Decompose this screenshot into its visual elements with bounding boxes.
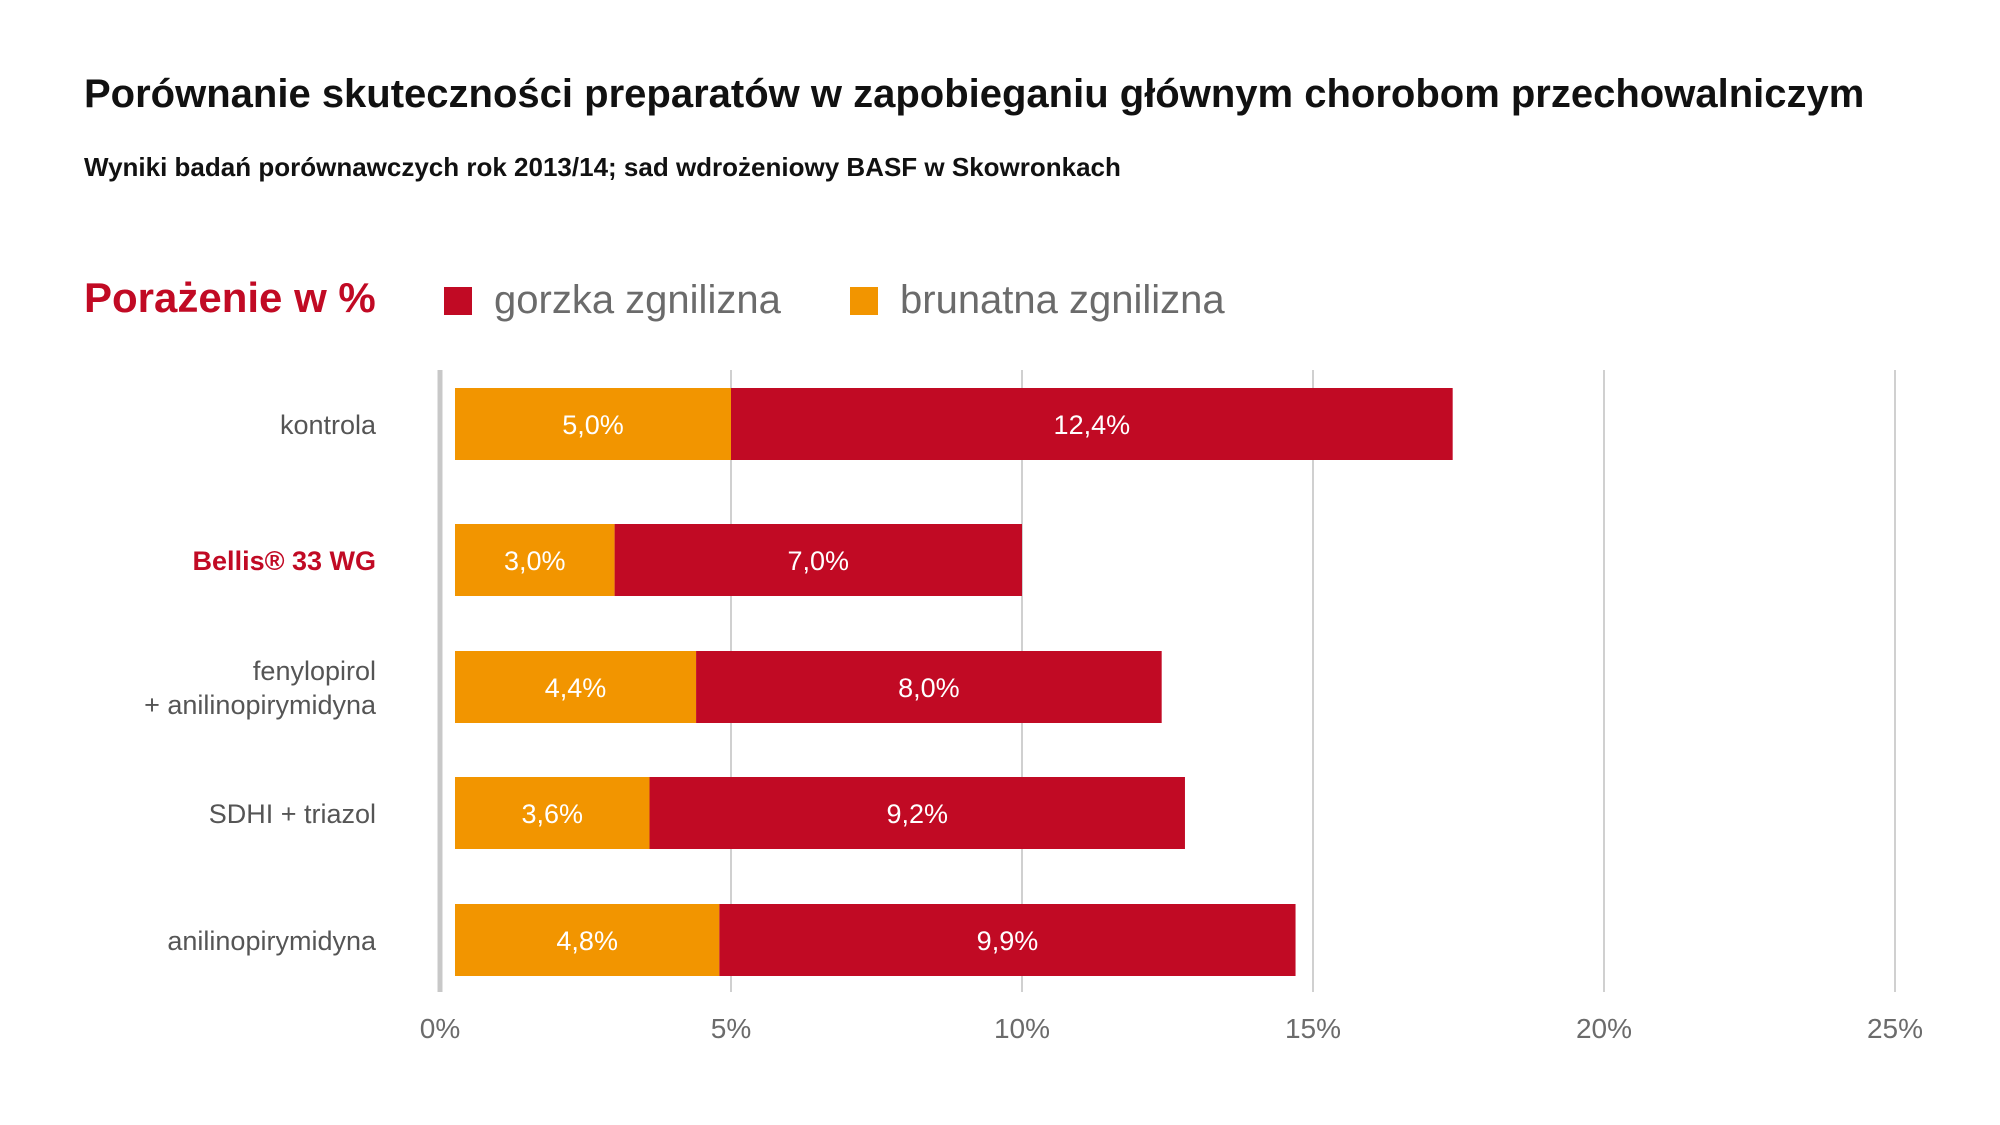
axis-title: Porażenie w % [84, 274, 376, 321]
chart-title: Porównanie skuteczności preparatów w zap… [84, 72, 1865, 116]
bar-value-label: 7,0% [788, 546, 850, 576]
bar-brown-rot [455, 388, 731, 460]
category-label: anilinopirymidyna [167, 926, 377, 956]
legend-swatch-brown-rot [850, 286, 878, 315]
bar-brown-rot [455, 777, 650, 849]
bar-value-label: 3,6% [521, 799, 583, 829]
x-tick-label: 15% [1285, 1013, 1341, 1044]
chart-subtitle: Wyniki badań porównawczych rok 2013/14; … [84, 152, 1121, 182]
bar-bitter-rot [696, 651, 1162, 723]
legend-item-bitter-rot: gorzka zgnilizna [444, 278, 781, 323]
bar-value-label: 4,4% [545, 673, 607, 703]
bar-value-label: 5,0% [562, 410, 624, 440]
category-label: Bellis® 33 WG [193, 546, 376, 576]
legend-item-brown-rot: brunatna zgnilizna [850, 278, 1225, 323]
category-label: fenylopirol [253, 656, 376, 686]
x-tick-label: 0% [420, 1013, 460, 1044]
x-tick-label: 5% [711, 1013, 751, 1044]
bar-value-label: 4,8% [556, 926, 618, 956]
category-label: kontrola [280, 410, 377, 440]
legend-swatch-bitter-rot [444, 286, 472, 315]
legend-label-bitter-rot: gorzka zgnilizna [494, 278, 781, 322]
bar-bitter-rot [719, 904, 1296, 976]
category-label: + anilinopirymidyna [144, 690, 377, 720]
legend-label-brown-rot: brunatna zgnilizna [900, 278, 1225, 322]
x-tick-label: 10% [994, 1013, 1050, 1044]
bar-brown-rot [455, 524, 615, 596]
bar-bitter-rot [614, 524, 1022, 596]
x-tick-label: 25% [1867, 1013, 1923, 1044]
category-label: SDHI + triazol [209, 799, 376, 829]
bar-value-label: 12,4% [1054, 410, 1131, 440]
bar-brown-rot [455, 651, 697, 723]
bar-value-label: 8,0% [898, 673, 960, 703]
bar-value-label: 9,2% [886, 799, 948, 829]
bar-brown-rot [455, 904, 720, 976]
x-tick-label: 20% [1576, 1013, 1632, 1044]
bar-value-label: 9,9% [977, 926, 1039, 956]
bar-value-label: 3,0% [504, 546, 566, 576]
bar-bitter-rot [649, 777, 1185, 849]
bar-bitter-rot [731, 388, 1453, 460]
